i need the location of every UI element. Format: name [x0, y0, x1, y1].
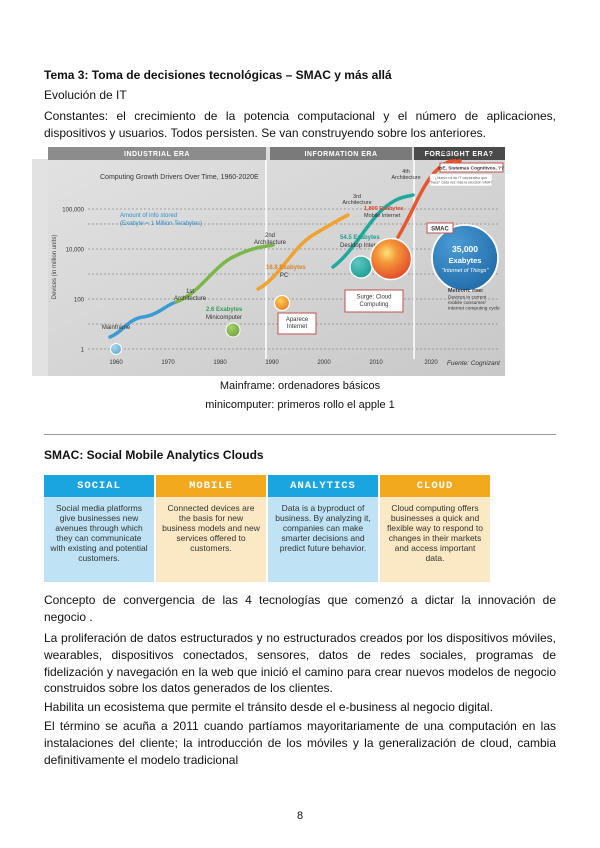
svg-text:INFORMATION ERA: INFORMATION ERA: [304, 151, 377, 158]
svg-text:IoE, Sistemas Cognitivos, ??: IoE, Sistemas Cognitivos, ??: [438, 166, 504, 172]
svg-text:Architecture: Architecture: [429, 156, 458, 162]
svg-text:internet computing cycle: internet computing cycle: [448, 306, 500, 312]
svg-text:Mobile Internet: Mobile Internet: [364, 213, 401, 219]
svg-text:1990: 1990: [265, 360, 279, 366]
svg-text:¿Nuevo rol de IT corporativo q: ¿Nuevo rol de IT corporativo que: [435, 176, 487, 180]
svg-text:1,800 Exabytes: 1,800 Exabytes: [364, 206, 403, 212]
svg-text:"hace" cada vez más la elecció: "hace" cada vez más la elección SMA?: [430, 181, 492, 185]
svg-text:INDUSTRIAL ERA: INDUSTRIAL ERA: [124, 151, 190, 158]
svg-text:Devices in current: Devices in current: [448, 295, 487, 301]
svg-text:Amount of info stored: Amount of info stored: [120, 213, 177, 219]
svg-text:100: 100: [74, 298, 85, 304]
svg-text:Aparece: Aparece: [286, 317, 309, 323]
svg-text:2010: 2010: [369, 360, 383, 366]
svg-text:Meteoric rise:: Meteoric rise:: [448, 288, 484, 294]
svg-text:Minicomputer: Minicomputer: [206, 315, 242, 321]
svg-text:16.8 Exabytes: 16.8 Exabytes: [266, 265, 306, 271]
svg-text:"Internet of Things": "Internet of Things": [442, 268, 490, 274]
svg-text:SMAC: SMAC: [431, 227, 449, 233]
svg-text:mobile consumer/: mobile consumer/: [448, 300, 487, 306]
svg-text:35,000: 35,000: [452, 244, 478, 254]
svg-text:100,000: 100,000: [62, 208, 84, 214]
svg-text:Internet: Internet: [287, 324, 308, 330]
svg-text:Computing: Computing: [359, 302, 388, 308]
svg-text:Fuente: Cognizant: Fuente: Cognizant: [447, 360, 501, 367]
svg-text:Exabytes: Exabytes: [449, 256, 482, 265]
svg-text:10,000: 10,000: [66, 248, 85, 254]
svg-text:54.5 Exabytes: 54.5 Exabytes: [340, 235, 380, 241]
svg-text:2.6 Exabytes: 2.6 Exabytes: [206, 307, 243, 313]
svg-text:1st: 1st: [186, 289, 194, 295]
svg-text:1970: 1970: [161, 360, 175, 366]
svg-text:2020: 2020: [424, 360, 438, 366]
svg-text:Architecture: Architecture: [254, 240, 287, 246]
svg-text:PC: PC: [280, 273, 289, 279]
svg-text:Mainframe: Mainframe: [102, 325, 131, 331]
svg-text:1960: 1960: [109, 360, 123, 366]
svg-text:1980: 1980: [213, 360, 227, 366]
svg-text:2nd: 2nd: [265, 233, 275, 239]
svg-text:Architecture: Architecture: [174, 296, 207, 302]
svg-text:2000: 2000: [317, 360, 331, 366]
svg-text:(Exabyte = 1 Million Terabytes: (Exabyte = 1 Million Terabytes): [120, 221, 202, 227]
svg-text:Devices (in million units): Devices (in million units): [52, 235, 58, 300]
svg-text:Computing Growth Drivers Over: Computing Growth Drivers Over Time, 1960…: [100, 174, 259, 181]
svg-text:Surge: Cloud: Surge: Cloud: [356, 295, 391, 301]
svg-text:Architecture: Architecture: [391, 175, 420, 181]
